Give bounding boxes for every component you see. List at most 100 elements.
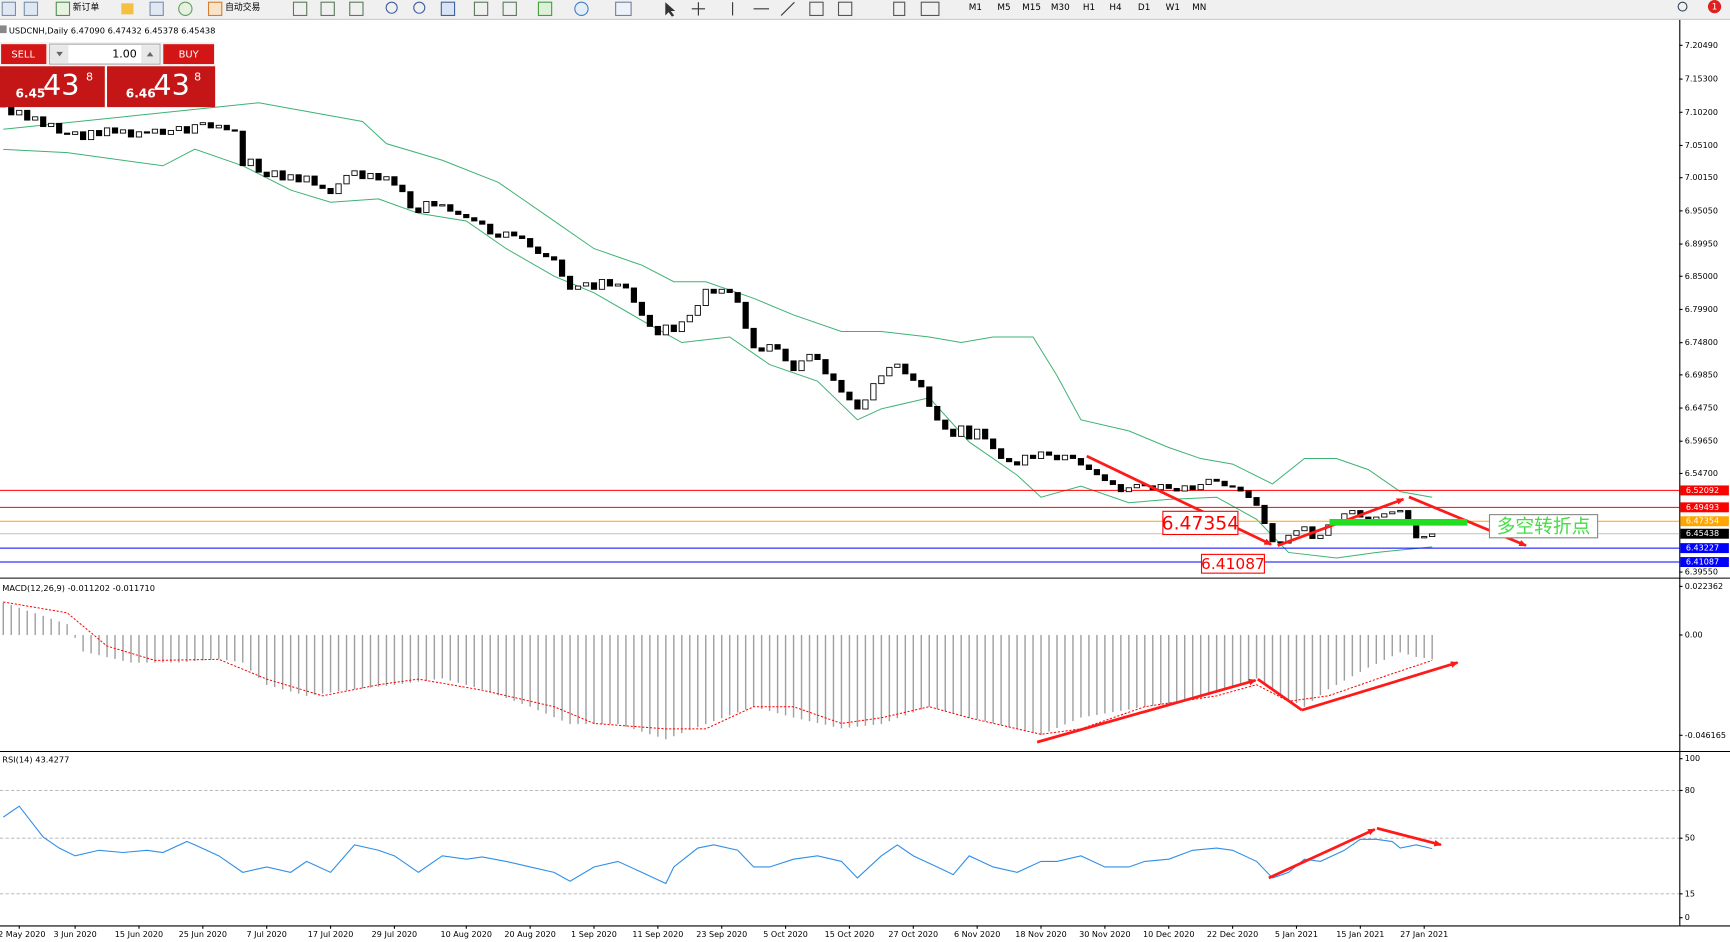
candle	[415, 207, 422, 213]
candle	[1221, 480, 1228, 487]
new-order-icon[interactable]	[55, 1, 71, 17]
price-level-tag	[1680, 516, 1729, 527]
candle	[127, 129, 135, 138]
buy-price-pips: 43	[153, 68, 189, 102]
candle	[862, 399, 869, 410]
candle	[974, 428, 981, 440]
annotation-box	[1488, 514, 1599, 539]
timeframe-button[interactable]: H4	[1109, 3, 1122, 13]
icon[interactable]	[473, 1, 489, 17]
timeframe-button[interactable]: MN	[1192, 3, 1206, 13]
candle	[1205, 478, 1212, 485]
candle	[239, 130, 246, 167]
notification-badge[interactable]	[1707, 0, 1722, 14]
x-tick-label: 17 Jul 2020	[308, 930, 354, 939]
icon[interactable]	[349, 1, 364, 17]
candle	[487, 223, 494, 235]
buy-price-box[interactable]	[107, 66, 216, 108]
candle	[207, 122, 214, 129]
icon[interactable]	[537, 1, 553, 17]
candle	[574, 285, 582, 290]
candle	[950, 428, 957, 437]
icon[interactable]	[178, 1, 193, 17]
candle	[1325, 524, 1332, 536]
candle	[982, 428, 989, 440]
candle	[1301, 526, 1308, 532]
candle	[1093, 469, 1100, 476]
auto-trading-button[interactable]: 自动交易	[225, 1, 260, 13]
icon[interactable]	[502, 1, 517, 17]
candle	[766, 344, 773, 352]
icon[interactable]	[893, 1, 906, 17]
candle	[854, 399, 861, 410]
candle	[407, 191, 414, 209]
candle	[1181, 485, 1188, 492]
icon[interactable]	[440, 1, 456, 17]
candle	[662, 324, 669, 336]
candle	[550, 256, 558, 261]
icon[interactable]	[615, 1, 632, 17]
icon[interactable]	[292, 1, 308, 17]
candle	[870, 383, 877, 401]
lots-field[interactable]	[49, 43, 161, 65]
auto-trading-icon[interactable]	[207, 1, 223, 17]
candle	[151, 128, 159, 134]
sell-price-pips: 43	[43, 68, 79, 102]
y-tick-label: 0	[1685, 913, 1690, 922]
rsi-title: RSI(14) 43.4277	[2, 754, 69, 764]
candle	[199, 122, 206, 126]
candle	[16, 109, 23, 116]
icon[interactable]	[1, 1, 16, 17]
cursor-tool[interactable]	[665, 2, 676, 17]
candle	[351, 170, 358, 176]
arrow	[1086, 454, 1273, 546]
candle	[1029, 454, 1037, 459]
candle	[191, 124, 198, 134]
zoom-in[interactable]	[385, 1, 398, 14]
y-tick-label: 7.15300	[1685, 75, 1718, 84]
y-tick-label: 6.39550	[1685, 568, 1718, 577]
candle	[830, 373, 837, 381]
candle	[678, 321, 685, 333]
timeframe-button[interactable]: W1	[1166, 3, 1180, 13]
timeframe-button[interactable]: M15	[1022, 3, 1041, 13]
timeframe-button[interactable]: M5	[997, 3, 1010, 13]
icon[interactable]	[149, 1, 164, 17]
timeframe-button[interactable]: H1	[1083, 3, 1095, 13]
arrow	[1036, 678, 1257, 744]
candle	[902, 363, 909, 375]
icon[interactable]	[809, 1, 824, 17]
icon[interactable]	[574, 1, 589, 17]
candle	[998, 448, 1005, 459]
candle	[24, 109, 31, 121]
price-level-tag	[1680, 528, 1729, 539]
candle	[72, 131, 79, 135]
candle	[558, 259, 566, 277]
x-tick-label: 20 Aug 2020	[504, 930, 556, 939]
timeframe-button[interactable]: M30	[1051, 3, 1070, 13]
timeframe-button[interactable]: D1	[1138, 3, 1150, 13]
y-tick-label: -0.046165	[1685, 731, 1726, 740]
zoom-out[interactable]	[413, 1, 426, 14]
icon[interactable]	[320, 1, 335, 17]
sell-price-box[interactable]	[0, 66, 105, 108]
icon[interactable]	[23, 1, 39, 17]
search-icon[interactable]	[1677, 1, 1688, 12]
y-tick-label: 7.05100	[1685, 141, 1718, 150]
icon[interactable]	[121, 3, 134, 15]
new-order-button[interactable]: 新订单	[73, 1, 100, 13]
icon[interactable]	[920, 1, 940, 17]
candle	[886, 366, 893, 377]
x-tick-label: 10 Aug 2020	[441, 930, 493, 939]
timeframe-button[interactable]: M1	[969, 3, 982, 13]
crosshair-tool[interactable]	[691, 2, 706, 16]
x-tick-label: 1 Sep 2020	[571, 930, 617, 939]
candle	[782, 348, 789, 362]
buy-button[interactable]	[163, 44, 215, 65]
trendline-tool[interactable]	[780, 1, 795, 16]
candle	[846, 391, 853, 401]
icon[interactable]	[837, 1, 853, 17]
candle	[590, 282, 598, 290]
sell-button[interactable]	[1, 44, 47, 65]
candle	[934, 405, 941, 421]
